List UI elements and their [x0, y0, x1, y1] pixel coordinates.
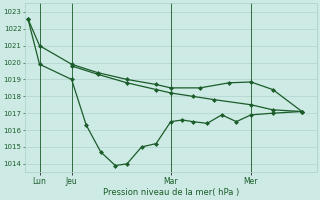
X-axis label: Pression niveau de la mer( hPa ): Pression niveau de la mer( hPa ) [103, 188, 239, 197]
